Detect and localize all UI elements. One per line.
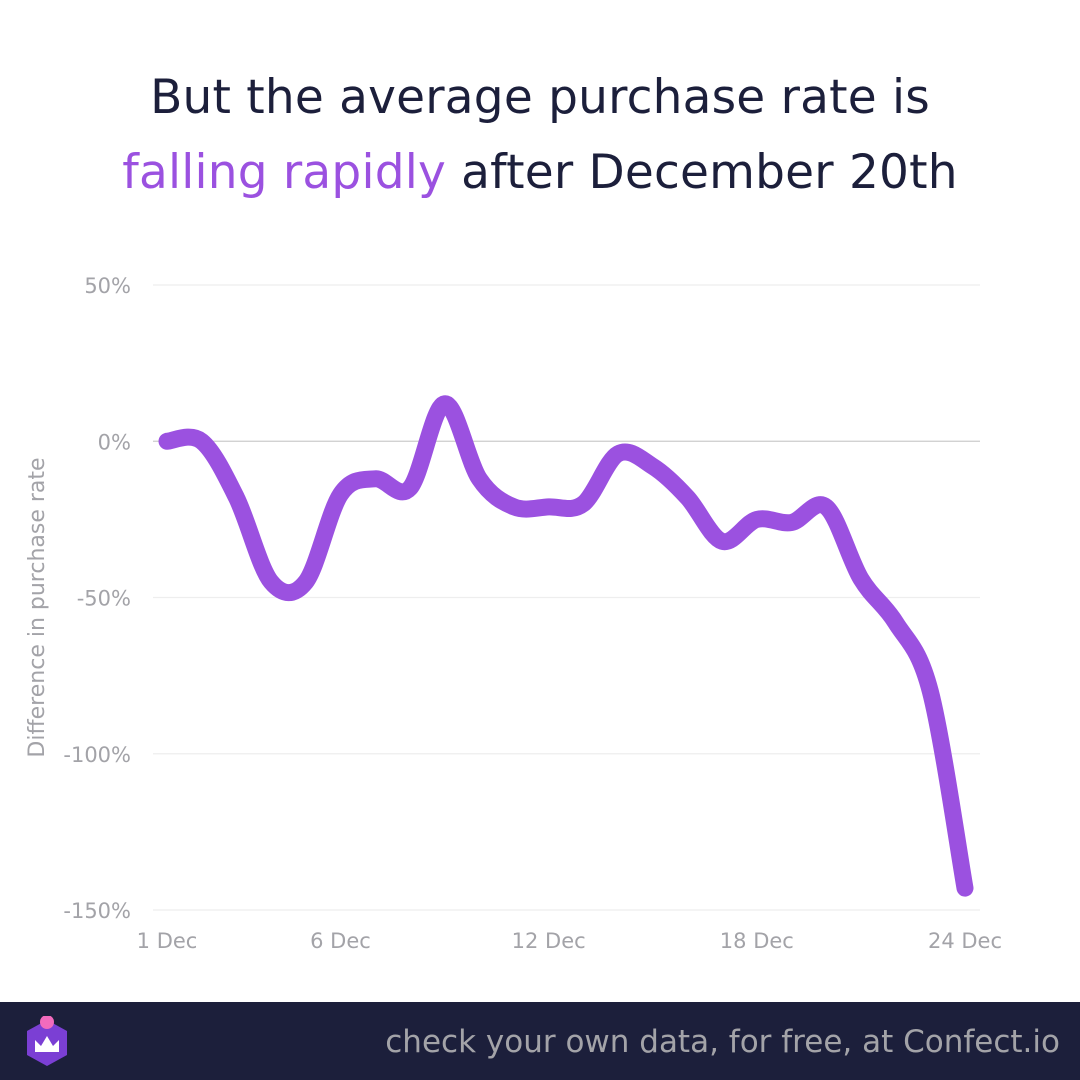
x-tick-label: 6 Dec (310, 929, 371, 953)
y-tick-label: 0% (98, 430, 131, 454)
headline-accent-text: falling rapidly (122, 145, 447, 200)
confect-crown-logo-icon (27, 1016, 67, 1066)
y-tick-label: -50% (77, 587, 131, 611)
headline-line-2: falling rapidly after December 20th (0, 135, 1080, 210)
series-layer (158, 395, 974, 897)
y-tick-label: -150% (63, 899, 131, 923)
y-tick-label: -100% (63, 743, 131, 767)
footer-bar: check your own data, for free, at Confec… (0, 1002, 1080, 1080)
footer-tagline: check your own data, for free, at Confec… (385, 1024, 1060, 1060)
y-axis-ticks: 50% 0% -50% -100% -150% (63, 274, 131, 923)
y-axis-label: Difference in purchase rate (25, 457, 50, 757)
x-tick-label: 24 Dec (928, 929, 1002, 953)
x-tick-label: 12 Dec (512, 929, 586, 953)
x-axis-ticks: 1 Dec 6 Dec 12 Dec 18 Dec 24 Dec (137, 929, 1002, 953)
series-line (158, 395, 974, 897)
x-tick-label: 1 Dec (137, 929, 198, 953)
chart-headline: But the average purchase rate is falling… (0, 60, 1080, 210)
x-tick-label: 18 Dec (720, 929, 794, 953)
line-chart: 50% 0% -50% -100% -150% 1 Dec 6 Dec 12 Dec 18 D… (25, 274, 1002, 953)
headline-rest-text: after December 20th (446, 145, 958, 200)
headline-line-1: But the average purchase rate is (150, 70, 930, 125)
y-tick-label: 50% (84, 274, 131, 298)
